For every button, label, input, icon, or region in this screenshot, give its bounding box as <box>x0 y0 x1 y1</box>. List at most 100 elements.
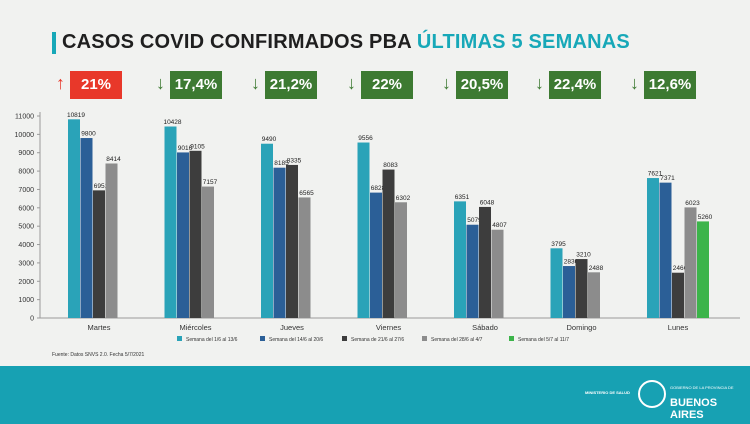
bar <box>68 119 80 318</box>
change-percentage: 21,2% <box>265 71 317 99</box>
bar-value-label: 4807 <box>492 222 507 229</box>
bar-value-label: 3210 <box>576 252 591 259</box>
bar <box>575 259 588 318</box>
x-tick-label: Viernes <box>376 323 402 332</box>
title-accent-bar <box>52 32 56 54</box>
bar-value-label: 6828 <box>371 185 386 192</box>
bar-value-label: 2488 <box>589 265 604 272</box>
change-percentage: 12,6% <box>644 71 696 99</box>
y-tick-label: 6000 <box>18 205 34 212</box>
bar-value-label: 8335 <box>287 157 302 164</box>
bar <box>273 167 286 318</box>
bar <box>370 192 382 318</box>
y-tick-label: 1000 <box>18 297 34 304</box>
bar <box>189 150 202 318</box>
bar-value-label: 8414 <box>106 156 121 163</box>
change-percentage: 21% <box>70 71 122 99</box>
bar <box>479 206 491 318</box>
legend-swatch <box>177 336 182 341</box>
bar-value-label: 10428 <box>163 119 181 126</box>
bar <box>298 197 311 318</box>
province-name: BUENOS AIRES <box>670 397 718 421</box>
bar-value-label: 5260 <box>698 214 713 221</box>
bar-value-label: 2466 <box>673 265 688 272</box>
bar <box>550 248 563 318</box>
bar <box>105 163 118 318</box>
y-tick-label: 4000 <box>18 242 34 249</box>
x-tick-label: Miércoles <box>179 323 211 332</box>
bar-value-label: 8083 <box>383 162 398 169</box>
bar <box>466 224 479 318</box>
y-tick-label: 3000 <box>18 260 34 267</box>
legend-label: Semana del 5/7 al 11/7 <box>518 337 569 343</box>
change-percentage: 22,4% <box>549 71 601 99</box>
source-note: Fuente: Datos SNVS 2.0. Fecha 5/7/2021 <box>52 352 144 358</box>
change-percentage: 17,4% <box>170 71 222 99</box>
y-tick-label: 2000 <box>18 279 34 286</box>
x-tick-label: Martes <box>88 323 111 332</box>
bar <box>80 138 93 318</box>
bar-value-label: 6951 <box>94 183 109 190</box>
y-tick-label: 10000 <box>15 132 35 139</box>
bar <box>286 164 298 318</box>
x-tick-label: Sábado <box>472 323 498 332</box>
legend-swatch <box>342 336 347 341</box>
bar-value-label: 2830 <box>564 259 579 266</box>
bar-value-label: 6048 <box>480 199 495 206</box>
bar <box>588 272 600 318</box>
legend-swatch <box>260 336 265 341</box>
bar <box>672 272 684 318</box>
legend-swatch <box>509 336 514 341</box>
bar-value-label: 9556 <box>358 135 373 142</box>
province-logo-icon <box>638 380 666 408</box>
bar <box>491 229 504 318</box>
legend-swatch <box>422 336 427 341</box>
bar <box>697 221 709 318</box>
bar-value-label: 8185 <box>274 160 289 167</box>
bar <box>177 152 189 318</box>
government-label: GOBIERNO DE LA PROVINCIA DE <box>670 385 734 390</box>
x-tick-label: Lunes <box>668 323 689 332</box>
x-tick-label: Domingo <box>566 323 596 332</box>
ministry-label: MINISTERIO DE SALUD <box>585 390 630 395</box>
bar <box>454 201 466 318</box>
bar-value-label: 7371 <box>660 175 675 182</box>
change-percentage: 20,5% <box>456 71 508 99</box>
bar-value-label: 7621 <box>648 171 663 178</box>
bar <box>395 202 407 318</box>
bar-value-label: 9800 <box>81 131 96 138</box>
bar <box>202 186 214 318</box>
bar <box>261 143 273 318</box>
y-tick-label: 9000 <box>18 150 34 157</box>
bar-value-label: 6302 <box>396 195 411 202</box>
bar <box>563 266 575 318</box>
arrow-down-icon: ↓ <box>442 73 451 93</box>
bar-value-label: 6351 <box>455 194 470 201</box>
bar-value-label: 7157 <box>203 179 218 186</box>
bar <box>684 207 697 318</box>
title-main: CASOS COVID CONFIRMADOS PBA <box>62 31 412 53</box>
bar <box>357 142 370 318</box>
y-tick-label: 7000 <box>18 187 34 194</box>
bar <box>647 178 659 318</box>
bar <box>93 190 105 318</box>
y-tick-label: 5000 <box>18 224 34 231</box>
bar-value-label: 10819 <box>67 112 85 119</box>
arrow-up-icon: ↑ <box>56 73 65 93</box>
arrow-down-icon: ↓ <box>251 73 260 93</box>
x-tick-label: Jueves <box>280 323 304 332</box>
y-tick-label: 8000 <box>18 169 34 176</box>
bar-value-label: 9105 <box>190 143 205 150</box>
y-tick-label: 0 <box>30 316 34 323</box>
bar-value-label: 9490 <box>262 136 277 143</box>
footer-band <box>0 366 750 424</box>
legend-label: Semana del 14/6 al 20/6 <box>269 337 323 343</box>
bar-value-label: 5079 <box>467 217 482 224</box>
bar-value-label: 6023 <box>685 200 700 207</box>
title-highlight: ÚLTIMAS 5 SEMANAS <box>416 31 630 53</box>
bar <box>164 126 177 318</box>
arrow-down-icon: ↓ <box>630 73 639 93</box>
bar <box>382 169 395 318</box>
arrow-down-icon: ↓ <box>535 73 544 93</box>
